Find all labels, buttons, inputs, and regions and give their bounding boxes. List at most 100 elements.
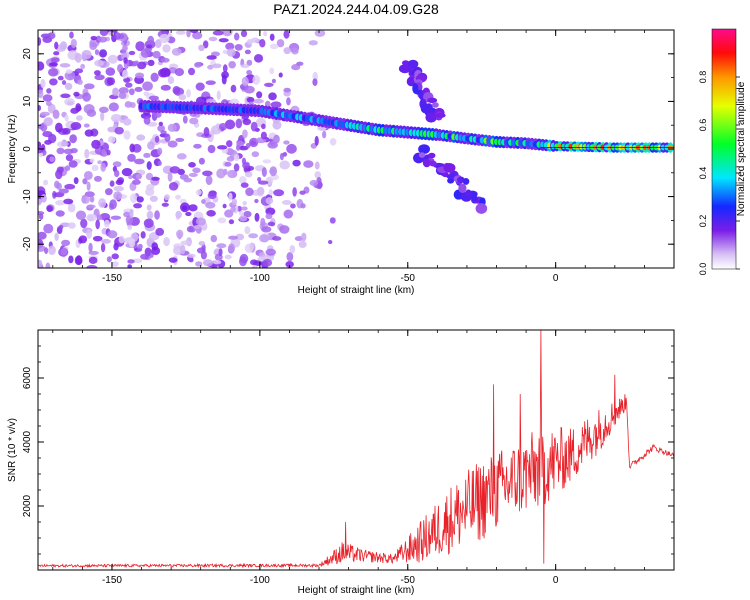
- noise-cell: [176, 229, 184, 239]
- noise-cell: [45, 101, 52, 107]
- noise-cell: [61, 239, 71, 247]
- noise-cell: [242, 129, 248, 139]
- noise-cell: [147, 35, 155, 46]
- noise-cell: [133, 203, 143, 209]
- noise-cell: [272, 236, 282, 241]
- noise-cell: [203, 127, 210, 137]
- noise-cell: [60, 247, 68, 256]
- noise-cell: [132, 179, 141, 185]
- noise-cell: [245, 187, 254, 197]
- branch-cell-lower: [462, 177, 470, 185]
- noise-cell: [175, 210, 182, 219]
- noise-cell: [279, 160, 290, 170]
- noise-cell: [38, 259, 43, 268]
- noise-cell: [43, 179, 49, 186]
- noise-cell: [68, 160, 78, 168]
- noise-cell: [55, 200, 66, 206]
- noise-cell: [83, 83, 95, 90]
- noise-cell: [162, 44, 171, 53]
- noise-cell: [230, 84, 237, 93]
- branch-cell-lower: [475, 203, 488, 214]
- noise-cell: [89, 158, 95, 163]
- spectrogram-y-tick-label: -20: [22, 237, 33, 252]
- noise-cell: [175, 30, 186, 35]
- noise-cell: [309, 179, 319, 187]
- noise-cell: [262, 258, 273, 267]
- noise-cell: [176, 153, 187, 160]
- noise-cell: [159, 33, 170, 44]
- noise-cell: [110, 113, 122, 123]
- noise-cell: [83, 123, 90, 128]
- noise-cell: [193, 225, 201, 230]
- noise-cell: [57, 75, 64, 81]
- noise-cell: [292, 159, 301, 167]
- noise-cell: [188, 257, 194, 263]
- noise-cell: [222, 49, 228, 55]
- noise-cell: [180, 244, 186, 255]
- noise-cell: [48, 68, 59, 77]
- noise-cell: [109, 199, 117, 210]
- noise-cell: [103, 219, 110, 228]
- noise-cell: [283, 47, 291, 55]
- noise-cell: [290, 203, 296, 209]
- noise-cell: [55, 122, 63, 133]
- noise-cell: [118, 91, 127, 100]
- branch-cell-upper: [401, 60, 410, 66]
- noise-cell: [202, 259, 214, 267]
- noise-cell: [168, 182, 179, 191]
- noise-cell: [195, 217, 206, 226]
- noise-cell: [59, 63, 71, 68]
- noise-cell: [279, 225, 290, 234]
- noise-cell: [106, 256, 112, 263]
- noise-cell: [228, 243, 235, 254]
- noise-cell: [193, 143, 202, 149]
- noise-cell: [265, 207, 276, 216]
- noise-cell: [222, 203, 227, 209]
- snr-x-tick-label: 0: [553, 575, 559, 586]
- noise-cell: [90, 35, 98, 41]
- noise-cell: [261, 226, 272, 233]
- spectrogram-x-label: Height of straight line (km): [298, 285, 415, 296]
- noise-cell: [298, 240, 307, 249]
- noise-cell: [221, 74, 227, 85]
- noise-cell: [40, 193, 47, 203]
- noise-cell: [38, 105, 42, 112]
- noise-cell: [265, 248, 276, 256]
- noise-cell: [257, 186, 265, 196]
- noise-cell: [233, 153, 240, 162]
- noise-cell: [241, 76, 249, 87]
- branch-cell-lower: [465, 189, 472, 198]
- branch-cell-upper: [431, 102, 439, 108]
- noise-cell: [100, 111, 105, 122]
- noise-cell: [314, 135, 319, 146]
- noise-cell: [99, 106, 109, 113]
- noise-cell: [179, 202, 190, 213]
- noise-cell: [250, 37, 260, 43]
- noise-cell: [303, 160, 314, 168]
- noise-cell: [289, 244, 296, 254]
- noise-cell: [113, 191, 123, 201]
- noise-cell: [68, 222, 76, 229]
- noise-cell: [38, 123, 45, 130]
- noise-cell: [253, 98, 264, 104]
- noise-cell: [216, 243, 227, 249]
- noise-cell: [327, 239, 333, 245]
- noise-cell: [188, 162, 196, 168]
- noise-cell: [135, 41, 145, 52]
- noise-cell: [152, 50, 161, 59]
- noise-cell: [167, 171, 173, 182]
- noise-cell: [115, 179, 124, 186]
- noise-cell: [118, 33, 125, 39]
- noise-cell: [38, 89, 44, 99]
- noise-cell: [123, 57, 128, 64]
- noise-cell: [187, 67, 196, 76]
- noise-cell: [164, 68, 171, 77]
- noise-cell: [38, 245, 46, 252]
- noise-cell: [111, 261, 119, 267]
- noise-cell: [300, 203, 306, 209]
- noise-cell: [89, 42, 97, 50]
- noise-cell: [224, 254, 232, 260]
- noise-cell: [50, 57, 60, 63]
- noise-cell: [38, 199, 42, 206]
- noise-cell: [70, 38, 78, 48]
